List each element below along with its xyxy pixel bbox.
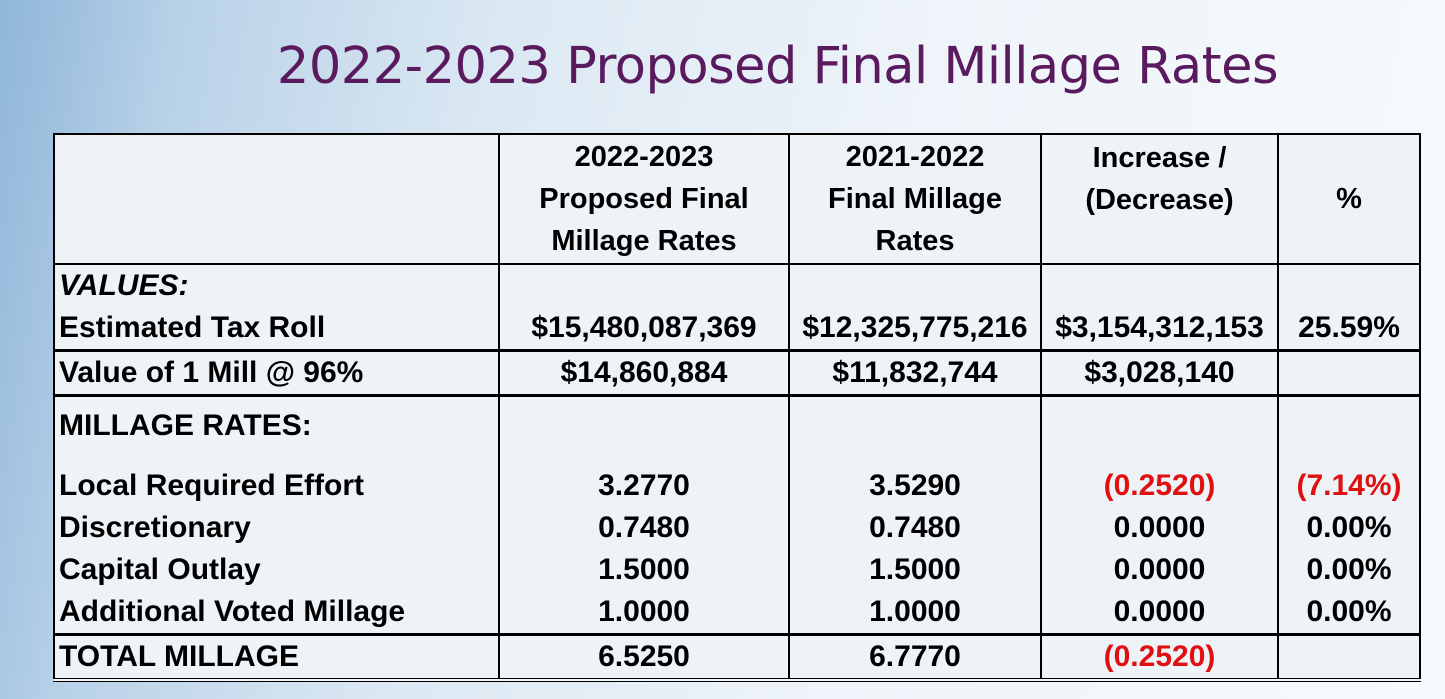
header-proposed-line: Millage Rates <box>551 225 737 257</box>
proposed-value: $14,860,884 <box>498 350 790 397</box>
change-value: 0.0000 <box>1040 591 1279 635</box>
percent-value <box>1277 633 1421 682</box>
millage-heading-row: MILLAGE RATES: <box>53 395 1421 455</box>
prior-value: 0.7480 <box>788 507 1042 549</box>
header-prior-line: 2021-2022 <box>845 141 985 173</box>
millage-rates-table: 2022-2023 Proposed Final Millage Rates 2… <box>53 133 1421 682</box>
prior-value: 1.0000 <box>788 591 1042 635</box>
header-blank <box>53 133 500 265</box>
change-value: $3,154,312,153 <box>1040 307 1279 352</box>
proposed-value: 1.5000 <box>498 549 790 591</box>
change-value: 0.0000 <box>1040 549 1279 591</box>
total-millage-row: TOTAL MILLAGE 6.5250 6.7770 (0.2520) <box>53 633 1421 682</box>
percent-value <box>1277 350 1421 397</box>
header-prior-line: Rates <box>875 225 955 257</box>
slide-title: 2022-2023 Proposed Final Millage Rates <box>276 37 1279 97</box>
row-label: Value of 1 Mill @ 96% <box>53 350 500 397</box>
header-proposed: 2022-2023 Proposed Final Millage Rates <box>498 133 790 265</box>
rate-label: Local Required Effort <box>53 465 500 507</box>
rate-row: Capital Outlay 1.5000 1.5000 0.0000 0.00… <box>53 549 1421 591</box>
header-prior-line: Final Millage <box>827 183 1003 215</box>
proposed-value: 6.5250 <box>498 633 790 682</box>
total-label: TOTAL MILLAGE <box>53 633 500 682</box>
prior-value: $12,325,775,216 <box>788 307 1042 352</box>
prior-value: 3.5290 <box>788 465 1042 507</box>
header-percent-line: % <box>1336 183 1362 215</box>
rate-row: Local Required Effort 3.2770 3.5290 (0.2… <box>53 465 1421 507</box>
percent-value: 0.00% <box>1277 507 1421 549</box>
header-percent: % <box>1277 133 1421 265</box>
rate-label: Discretionary <box>53 507 500 549</box>
change-value: $3,028,140 <box>1040 350 1279 397</box>
header-proposed-line: 2022-2023 <box>574 141 714 173</box>
percent-value: 0.00% <box>1277 591 1421 635</box>
percent-value: 25.59% <box>1277 307 1421 352</box>
value-of-mill-row: Value of 1 Mill @ 96% $14,860,884 $11,83… <box>53 350 1421 397</box>
percent-value: (7.14%) <box>1277 465 1421 507</box>
rate-label: Additional Voted Millage <box>53 591 500 635</box>
proposed-value: $15,480,087,369 <box>498 307 790 352</box>
header-change: Increase / (Decrease) <box>1040 133 1279 265</box>
change-value: (0.2520) <box>1040 465 1279 507</box>
values-heading: VALUES: <box>53 264 500 307</box>
proposed-value: 1.0000 <box>498 591 790 635</box>
header-proposed-line: Proposed Final <box>539 183 749 215</box>
values-heading-row: VALUES: <box>53 264 1421 307</box>
millage-heading: MILLAGE RATES: <box>53 395 500 455</box>
prior-value: 1.5000 <box>788 549 1042 591</box>
prior-value: 6.7770 <box>788 633 1042 682</box>
header-row: 2022-2023 Proposed Final Millage Rates 2… <box>53 133 1421 265</box>
prior-value: $11,832,744 <box>788 350 1042 397</box>
estimated-tax-roll-row: Estimated Tax Roll $15,480,087,369 $12,3… <box>53 307 1421 352</box>
proposed-value: 0.7480 <box>498 507 790 549</box>
rate-row: Discretionary 0.7480 0.7480 0.0000 0.00% <box>53 507 1421 549</box>
change-value: 0.0000 <box>1040 507 1279 549</box>
header-prior: 2021-2022 Final Millage Rates <box>788 133 1042 265</box>
header-change-line: (Decrease) <box>1085 184 1234 216</box>
rate-row: Additional Voted Millage 1.0000 1.0000 0… <box>53 591 1421 635</box>
row-label: Estimated Tax Roll <box>53 307 500 352</box>
spacer-row <box>53 455 1421 465</box>
change-value: (0.2520) <box>1040 633 1279 682</box>
proposed-value: 3.2770 <box>498 465 790 507</box>
rate-label: Capital Outlay <box>53 549 500 591</box>
percent-value: 0.00% <box>1277 549 1421 591</box>
header-change-line: Increase / <box>1092 142 1227 174</box>
